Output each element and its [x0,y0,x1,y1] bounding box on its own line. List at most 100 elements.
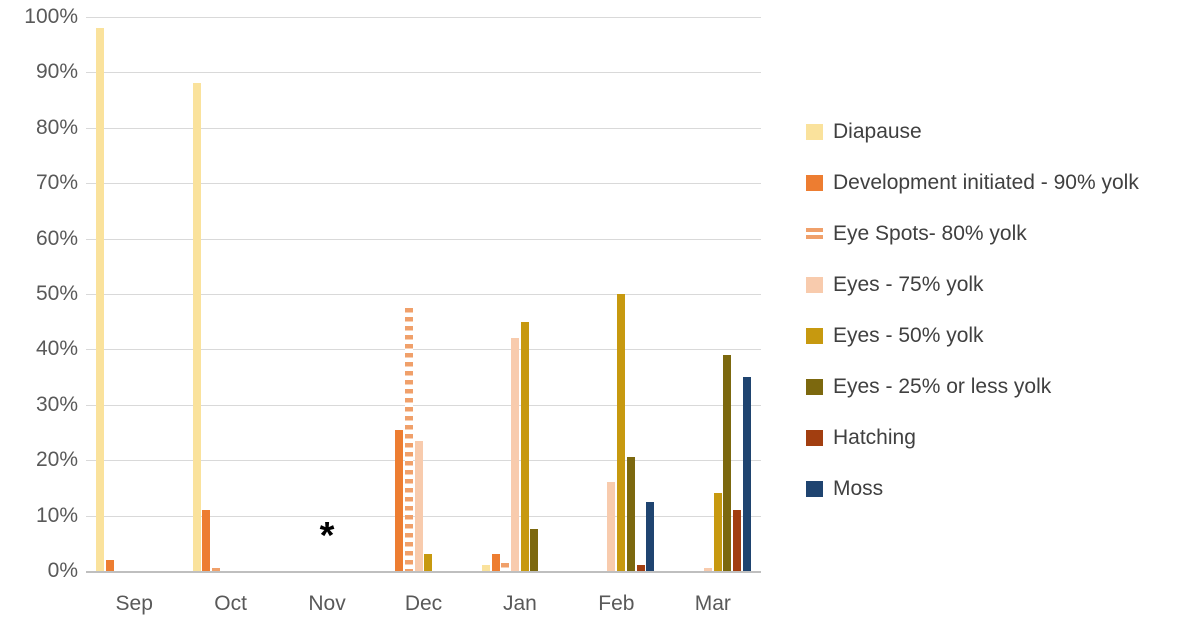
bar-slot [587,17,597,571]
bar-mar-moss[interactable] [742,377,751,571]
bar-slot [453,17,463,571]
bar-jan-eyes-50-yolk[interactable] [520,321,529,571]
bar-slot [539,17,549,571]
bar-feb-eyes-50-yolk[interactable] [617,294,626,571]
legend-swatch-icon [806,379,823,395]
bar-slot [674,17,684,571]
bar-oct-diapause[interactable] [192,83,201,571]
legend-label: Eyes - 75% yolk [833,273,984,296]
bar-feb-eyes-25-or-less-yolk[interactable] [626,457,635,571]
bar-oct-development-initiated-90-yolk[interactable] [202,510,211,571]
no-data-asterisk-annotation: * [319,514,335,557]
bar-jan-eye-spots-80-yolk[interactable] [501,562,510,571]
y-axis-tick-label: 0% [47,559,78,582]
bar-slot [423,17,433,571]
legend-label: Eyes - 50% yolk [833,324,984,347]
legend-label: Eyes - 25% or less yolk [833,375,1052,398]
bar-mar-eyes-25-or-less-yolk[interactable] [723,354,732,571]
bar-slot [385,17,395,571]
bar-slot [713,17,723,571]
bar-dec-eyes-75-yolk[interactable] [414,440,423,571]
legend-item-eyes-25-or-less-yolk[interactable]: Eyes - 25% or less yolk [806,374,1139,400]
gridline-80% [86,127,761,129]
x-axis-tick-label-feb: Feb [598,592,635,615]
bar-dec-eyes-50-yolk[interactable] [424,554,433,571]
bar-mar-eyes-50-yolk[interactable] [713,493,722,571]
y-axis-tick-label: 90% [35,60,78,84]
x-axis-tick-label-mar: Mar [694,592,731,615]
bar-slot [221,17,231,571]
bar-slot [211,17,221,571]
bar-slot [134,17,144,571]
bar-slot [414,17,424,571]
bar-group-feb [578,17,656,571]
bar-feb-eyes-75-yolk[interactable] [607,482,616,571]
bar-jan-eyes-75-yolk[interactable] [511,338,520,571]
x-axis-tick-label-nov: Nov [308,592,346,615]
bar-sep-development-initiated-90-yolk[interactable] [105,559,114,571]
bar-jan-development-initiated-90-yolk[interactable] [491,554,500,571]
legend-item-eye-spots-80-yolk[interactable]: Eye Spots- 80% yolk [806,221,1139,247]
bar-slot [530,17,540,571]
legend-item-development-initiated-90-yolk[interactable]: Development initiated - 90% yolk [806,170,1139,196]
bar-slot [501,17,511,571]
bar-slot [327,17,337,571]
x-axis-tick-label-jan: Jan [502,592,537,615]
gridline-0% [86,571,761,573]
bar-mar-eyes-75-yolk[interactable] [703,568,712,571]
legend-label: Diapause [833,120,922,143]
legend-swatch-icon [806,430,823,446]
bar-slot [163,17,173,571]
bar-slot [308,17,318,571]
gridline-40% [86,349,761,351]
bar-jan-diapause[interactable] [481,565,490,571]
bar-group-nov [288,17,366,571]
bar-mar-hatching[interactable] [732,510,741,571]
bar-dec-eye-spots-80-yolk[interactable] [404,307,413,571]
y-axis-tick-label: 10% [35,503,78,527]
bar-group-jan [481,17,559,571]
gridline-10% [86,515,761,517]
bar-group-oct [192,17,270,571]
bar-slot [202,17,212,571]
x-axis-tick-label-oct: Oct [214,592,247,615]
gridline-70% [86,183,761,185]
legend-item-eyes-75-yolk[interactable]: Eyes - 75% yolk [806,272,1139,298]
bar-sep-diapause[interactable] [96,28,105,571]
bar-slot [510,17,520,571]
bar-slot [597,17,607,571]
legend-label: Hatching [833,426,916,449]
bar-slot [732,17,742,571]
bar-slot [95,17,105,571]
bar-dec-development-initiated-90-yolk[interactable] [395,429,404,571]
legend-swatch-icon [806,226,823,242]
legend-item-moss[interactable]: Moss [806,476,1139,502]
bar-feb-moss[interactable] [646,501,655,571]
legend-item-diapause[interactable]: Diapause [806,119,1139,145]
legend-item-eyes-50-yolk[interactable]: Eyes - 50% yolk [806,323,1139,349]
y-axis-tick-label: 80% [35,115,78,139]
y-axis-tick-label: 70% [35,171,78,195]
bar-slot [578,17,588,571]
legend: Diapause Development initiated - 90% yolk… [806,119,1139,502]
bar-slot [356,17,366,571]
y-axis-tick-label: 60% [35,226,78,250]
bar-slot [491,17,501,571]
legend-label: Moss [833,477,884,500]
legend-swatch-icon [806,328,823,344]
bar-slot [240,17,250,571]
bar-slot [105,17,115,571]
bar-slot [607,17,617,571]
bar-slot [645,17,655,571]
bar-oct-eye-spots-80-yolk[interactable] [212,568,221,571]
bar-feb-hatching[interactable] [636,565,645,571]
bar-slot [231,17,241,571]
bar-slot [722,17,732,571]
bar-jan-eyes-25-or-less-yolk[interactable] [530,529,539,571]
bar-group-dec [385,17,463,571]
bar-slot [742,17,752,571]
bar-slot [443,17,453,571]
bar-slot [298,17,308,571]
legend-item-hatching[interactable]: Hatching [806,425,1139,451]
